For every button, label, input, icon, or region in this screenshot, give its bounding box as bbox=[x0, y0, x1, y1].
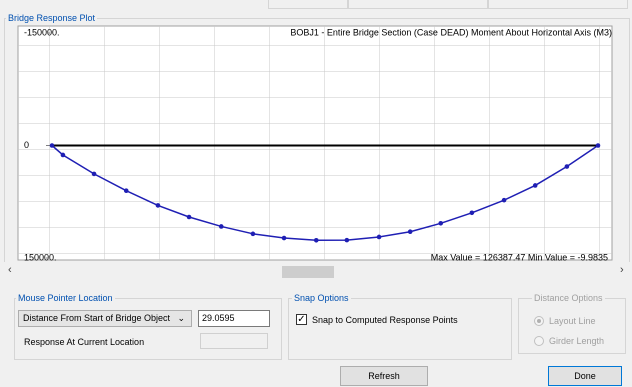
grid bbox=[18, 26, 612, 260]
y-tick-label: 150000. bbox=[24, 252, 57, 262]
tab bbox=[268, 0, 348, 9]
group-title: Bridge Response Plot bbox=[6, 13, 98, 23]
radio-label: Layout Line bbox=[549, 316, 596, 326]
chart-title: BOBJ1 - Entire Bridge Section (Case DEAD… bbox=[290, 27, 612, 37]
point bbox=[376, 234, 382, 240]
point bbox=[595, 143, 601, 148]
point bbox=[564, 164, 570, 169]
radio-dot bbox=[537, 319, 541, 323]
radio[interactable] bbox=[534, 316, 544, 326]
point bbox=[407, 229, 413, 235]
group-title: Snap Options bbox=[292, 293, 351, 303]
scroll-left[interactable]: ‹ bbox=[8, 264, 12, 276]
scroll-thumb[interactable] bbox=[282, 266, 334, 278]
label: Response At Current Location bbox=[24, 337, 145, 347]
checkbox[interactable]: ✓ bbox=[296, 314, 307, 325]
point bbox=[313, 237, 319, 243]
point bbox=[469, 210, 475, 216]
point bbox=[155, 203, 161, 208]
group-title: Distance Options bbox=[532, 293, 605, 303]
point bbox=[60, 152, 66, 158]
point bbox=[344, 237, 350, 243]
scrollbar[interactable]: ‹ › bbox=[4, 262, 630, 282]
point bbox=[250, 231, 256, 237]
annotation: Max Value = 126387.47 Min Value = -9.983… bbox=[431, 252, 608, 262]
response-box bbox=[200, 333, 268, 349]
y-tick-label: -150000. bbox=[24, 27, 60, 37]
point bbox=[123, 188, 129, 194]
tab bbox=[488, 0, 628, 9]
dropdown-text: Distance From Start of Bridge Object bbox=[23, 313, 171, 323]
y-tick-label: 0 bbox=[24, 140, 29, 150]
point bbox=[91, 171, 97, 177]
scroll-right[interactable]: › bbox=[620, 264, 624, 276]
radio[interactable] bbox=[534, 336, 544, 346]
distance-input[interactable]: 29.0595 bbox=[198, 310, 270, 327]
group-title: Mouse Pointer Location bbox=[16, 293, 115, 303]
snap-group bbox=[288, 298, 512, 360]
point bbox=[501, 197, 507, 203]
done-button[interactable]: Done bbox=[548, 366, 622, 386]
tab bbox=[348, 0, 488, 9]
refresh-button[interactable]: Refresh bbox=[340, 366, 428, 386]
point bbox=[186, 214, 192, 220]
dropdown[interactable]: Distance From Start of Bridge Object ⌄ bbox=[18, 310, 192, 327]
point bbox=[218, 224, 224, 229]
mouse-group bbox=[14, 298, 282, 360]
radio-label: Girder Length bbox=[549, 336, 605, 346]
point bbox=[438, 221, 444, 226]
dropdown-arrow: ⌄ bbox=[177, 313, 185, 323]
point bbox=[49, 143, 55, 148]
point bbox=[281, 235, 287, 241]
checkbox-label: Snap to Computed Response Points bbox=[312, 315, 458, 325]
chart: BOBJ1 - Entire Bridge Section (Case DEAD… bbox=[17, 25, 613, 262]
point bbox=[532, 183, 538, 188]
